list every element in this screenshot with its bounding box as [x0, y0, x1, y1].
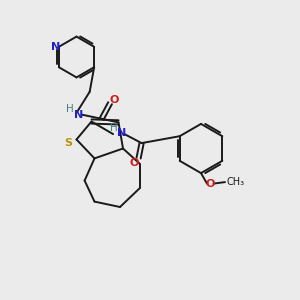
Text: S: S — [64, 137, 72, 148]
Text: CH₃: CH₃ — [226, 177, 244, 187]
Text: N: N — [74, 110, 83, 120]
Text: O: O — [129, 158, 139, 168]
Text: O: O — [110, 95, 119, 105]
Text: H: H — [110, 123, 118, 133]
Text: O: O — [206, 179, 215, 189]
Text: N: N — [51, 42, 61, 52]
Text: H: H — [66, 104, 74, 114]
Text: N: N — [117, 128, 126, 138]
